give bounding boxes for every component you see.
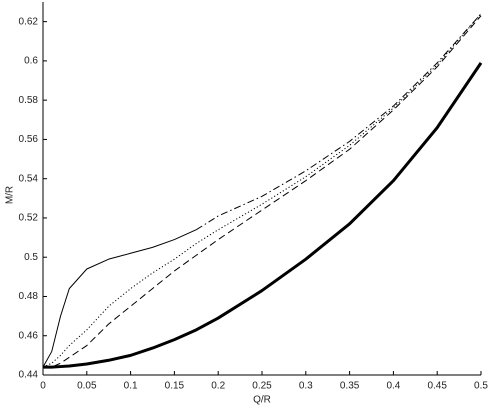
- x-tick-label: 0.2: [211, 381, 225, 392]
- x-tick-label: 0.45: [427, 381, 447, 392]
- data-line: [43, 62, 483, 369]
- y-tick-label: 0.46: [19, 330, 39, 341]
- y-tick-label: 0.6: [24, 56, 38, 67]
- data-line: [196, 13, 482, 231]
- y-tick-label: 0.58: [19, 95, 39, 106]
- y-tick-label: 0.44: [19, 370, 39, 381]
- x-tick-label: 0.35: [340, 381, 360, 392]
- y-tick-label: 0.52: [19, 213, 39, 224]
- y-axis-label: M/R: [5, 186, 16, 204]
- x-tick-label: 0.3: [299, 381, 313, 392]
- x-tick-label: 0.25: [252, 381, 272, 392]
- y-tick-label: 0.5: [24, 252, 38, 263]
- y-tick-label: 0.48: [19, 291, 39, 302]
- x-tick-label: 0.1: [124, 381, 138, 392]
- x-axis-label: Q/R: [253, 395, 271, 406]
- data-line: [42, 13, 482, 368]
- x-tick-label: 0: [40, 381, 46, 392]
- x-tick-label: 0.15: [165, 381, 185, 392]
- data-line: [42, 229, 197, 368]
- x-tick-label: 0.5: [474, 381, 488, 392]
- y-tick-label: 0.54: [19, 173, 39, 184]
- data-line: [43, 15, 482, 368]
- y-tick-label: 0.62: [19, 16, 39, 27]
- x-tick-label: 0.4: [386, 381, 400, 392]
- y-tick-label: 0.56: [19, 134, 39, 145]
- x-tick-label: 0.05: [77, 381, 97, 392]
